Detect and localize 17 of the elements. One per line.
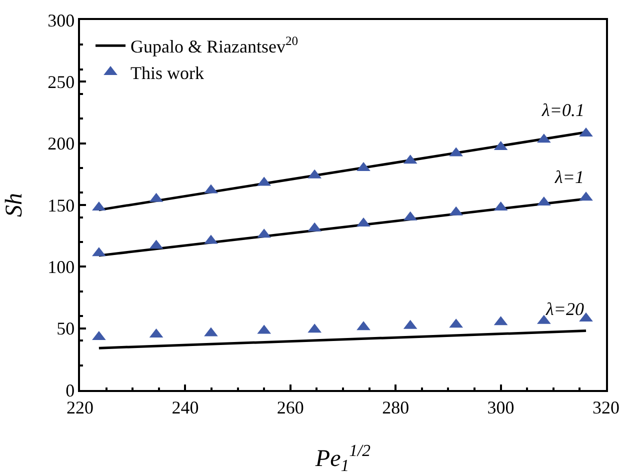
annotation: λ=0.1: [541, 100, 584, 120]
x-tick-label: 280: [382, 397, 410, 418]
annotation: λ=20: [545, 299, 584, 319]
x-tick-label: 300: [487, 397, 514, 418]
x-tick-label: 240: [172, 397, 199, 418]
y-tick-label: 300: [48, 10, 75, 30]
legend-label: This work: [130, 63, 204, 84]
x-tick-label: 260: [276, 397, 304, 418]
y-tick-label: 200: [48, 134, 75, 154]
x-tick-label: 320: [592, 397, 620, 418]
legend-label: Gupalo & Riazantsev$^{20}$: [130, 34, 298, 57]
y-tick-label: 150: [48, 195, 75, 216]
y-tick-label: 50: [56, 318, 75, 339]
y-axis-title: Sh: [2, 193, 28, 217]
annotation: λ=1: [554, 167, 584, 187]
y-tick-label: 250: [48, 72, 75, 92]
y-tick-label: 100: [48, 256, 75, 277]
